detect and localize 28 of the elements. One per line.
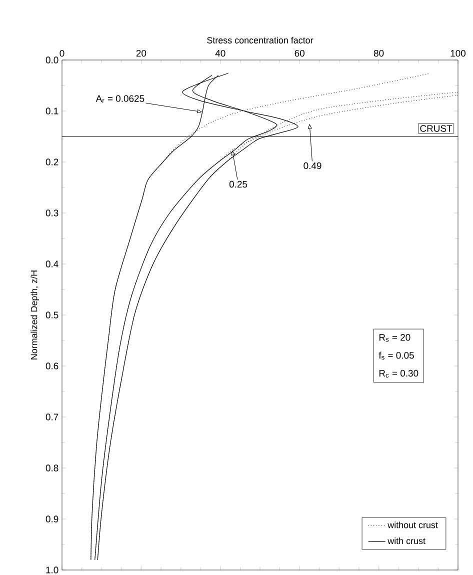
x-axis-title: Stress concentration factor <box>207 36 314 44</box>
x-tick-label: 20 <box>136 50 146 57</box>
annotation: A$_{r}$ = 0.0625 <box>96 95 144 103</box>
y-tick-label: 0.5 <box>46 312 58 318</box>
y-tick-label: 0.1 <box>46 108 58 114</box>
y-tick-label: 0.9 <box>46 516 58 522</box>
y-tick-label: 0.2 <box>46 158 58 166</box>
y-tick-label: 0.8 <box>46 464 58 472</box>
y-tick-label: 0.0 <box>46 56 58 64</box>
x-tick-label: 0 <box>60 50 64 57</box>
y-tick-label: 0.3 <box>46 210 58 216</box>
legend-label: without crust <box>388 522 438 528</box>
y-tick-label: 0.7 <box>46 414 58 420</box>
y-tick-label: 0.4 <box>46 260 58 268</box>
x-tick-label: 60 <box>294 50 304 57</box>
annotation: f$_{s}$ = 0.05 <box>378 352 414 360</box>
annotation: 0.49 <box>304 162 322 170</box>
y-tick-label: 0.6 <box>46 362 58 370</box>
annotation: R$_{s}$ = 20 <box>379 334 410 342</box>
y-axis-title: Normalized Depth, z/H <box>30 270 39 360</box>
x-tick-label: 40 <box>215 50 226 57</box>
y-tick-label: 1.0 <box>46 566 58 574</box>
legend-label: with crust <box>388 538 426 544</box>
annotation: 0.25 <box>229 180 248 188</box>
x-tick-label: 80 <box>374 50 384 57</box>
annotation: R$_{c}$ = 0.30 <box>379 370 418 378</box>
x-tick-label: 100 <box>450 50 466 57</box>
ref-line-label: CRUST <box>420 125 452 132</box>
